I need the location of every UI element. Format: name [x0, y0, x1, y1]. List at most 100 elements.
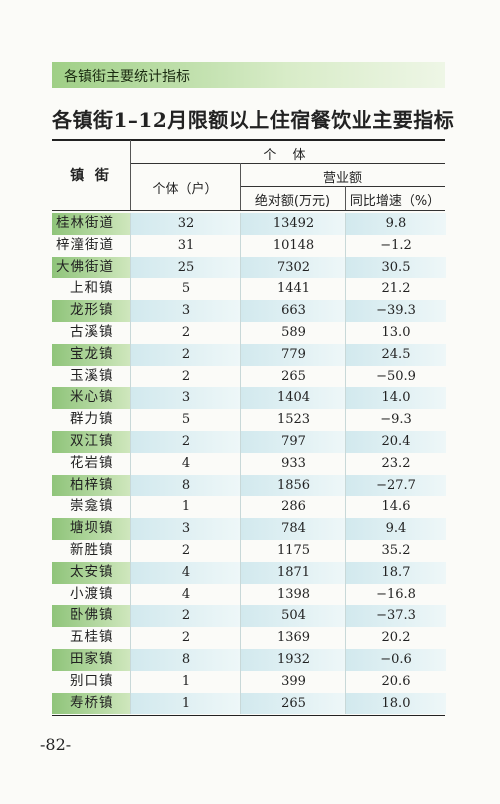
value-cell: 1441 [240, 278, 346, 301]
value-cell: 9.4 [345, 518, 446, 540]
town-cell: 梓潼街道 [56, 236, 114, 253]
town-cell: 太安镇 [52, 561, 130, 584]
rule [240, 163, 241, 210]
value-cell: 933 [240, 452, 346, 475]
value-cell: 663 [240, 300, 346, 322]
value-cell: 1 [130, 692, 241, 715]
value-cell: 779 [240, 343, 346, 366]
town-cell: 双江镇 [52, 431, 130, 453]
value-cell: 265 [240, 692, 346, 715]
value-cell: 18.7 [345, 561, 446, 584]
header-cell: 营业额 [322, 171, 362, 186]
value-cell: −37.3 [345, 605, 446, 628]
section-band: 各镇街主要统计指标 [52, 62, 445, 88]
header-cell: 个 体 [263, 148, 312, 163]
value-cell: 2 [130, 365, 241, 388]
value-cell: 589 [240, 322, 346, 344]
town-cell: 古溪镇 [70, 324, 114, 340]
section-title: 各镇街主要统计指标 [64, 69, 190, 85]
value-cell: 797 [240, 431, 346, 453]
value-cell: 24.5 [345, 343, 446, 366]
value-cell: 5 [130, 278, 241, 301]
value-cell: 2 [130, 540, 241, 562]
value-cell: 1404 [240, 387, 346, 410]
rule [130, 163, 445, 164]
value-cell: −9.3 [345, 409, 446, 431]
value-cell: 9.8 [345, 213, 446, 235]
town-cell: 柏梓镇 [52, 474, 130, 497]
value-cell: 8 [130, 474, 241, 497]
value-cell: 3 [130, 300, 241, 322]
rule [52, 139, 445, 141]
value-cell: 23.2 [345, 452, 446, 475]
value-cell: 20.6 [345, 670, 446, 693]
value-cell: 399 [240, 670, 346, 693]
value-cell: −16.8 [345, 583, 446, 606]
value-cell: 4 [130, 561, 241, 584]
rule [130, 140, 131, 210]
value-cell: 20.2 [345, 627, 446, 649]
value-cell: 35.2 [345, 540, 446, 562]
value-cell: 1369 [240, 627, 346, 649]
value-cell: 1175 [240, 540, 346, 562]
value-cell: −50.9 [345, 365, 446, 388]
value-cell: 2 [130, 627, 241, 649]
town-cell: 田家镇 [52, 649, 130, 671]
value-cell: 286 [240, 496, 346, 519]
value-cell: 14.0 [345, 387, 446, 410]
town-cell: 寿桥镇 [52, 692, 130, 715]
value-cell: 1871 [240, 561, 346, 584]
value-cell: 504 [240, 605, 346, 628]
town-cell: 卧佛镇 [52, 605, 130, 628]
value-cell: 265 [240, 365, 346, 388]
town-cell: 上和镇 [70, 280, 114, 297]
value-cell: 3 [130, 387, 241, 410]
value-cell: 18.0 [345, 692, 446, 715]
value-cell: 10148 [240, 234, 346, 257]
value-cell: 25 [130, 256, 241, 279]
rule [240, 186, 445, 187]
value-cell: −0.6 [345, 649, 446, 671]
value-cell: 5 [130, 409, 241, 431]
value-cell: −39.3 [345, 300, 446, 322]
value-cell: 4 [130, 583, 241, 606]
value-cell: 32 [130, 213, 241, 235]
header-cell: 绝对额(万元) [254, 194, 331, 209]
value-cell: 13.0 [345, 322, 446, 344]
town-cell: 五桂镇 [70, 629, 114, 646]
value-cell: 1523 [240, 409, 346, 431]
table-title: 各镇街1–12月限额以上住宿餐饮业主要指标 [52, 108, 455, 132]
value-cell: 3 [130, 518, 241, 540]
town-cell: 大佛街道 [52, 256, 130, 279]
header-cell: 同比增速（%） [349, 194, 441, 209]
page-number: -82- [40, 735, 72, 754]
value-cell: 2 [130, 431, 241, 453]
town-cell: 桂林街道 [52, 213, 130, 235]
value-cell: 1932 [240, 649, 346, 671]
town-cell: 花岩镇 [70, 454, 114, 471]
value-cell: −1.2 [345, 234, 446, 257]
value-cell: 1 [130, 670, 241, 693]
value-cell: 4 [130, 452, 241, 475]
rule [345, 186, 346, 210]
value-cell: 784 [240, 518, 346, 540]
rule [52, 715, 445, 716]
value-cell: −27.7 [345, 474, 446, 497]
value-cell: 1 [130, 496, 241, 519]
value-cell: 1856 [240, 474, 346, 497]
value-cell: 2 [130, 605, 241, 628]
town-cell: 玉溪镇 [70, 367, 114, 384]
town-cell: 小渡镇 [70, 585, 114, 602]
value-cell: 7302 [240, 256, 346, 279]
town-cell: 别口镇 [70, 672, 114, 689]
town-cell: 崇龛镇 [70, 498, 114, 515]
value-cell: 14.6 [345, 496, 446, 519]
town-cell: 龙形镇 [52, 300, 130, 322]
value-cell: 30.5 [345, 256, 446, 279]
value-cell: 8 [130, 649, 241, 671]
value-cell: 20.4 [345, 431, 446, 453]
header-cell: 镇 街 [70, 168, 112, 184]
town-cell: 塘坝镇 [52, 518, 130, 540]
value-cell: 2 [130, 322, 241, 344]
